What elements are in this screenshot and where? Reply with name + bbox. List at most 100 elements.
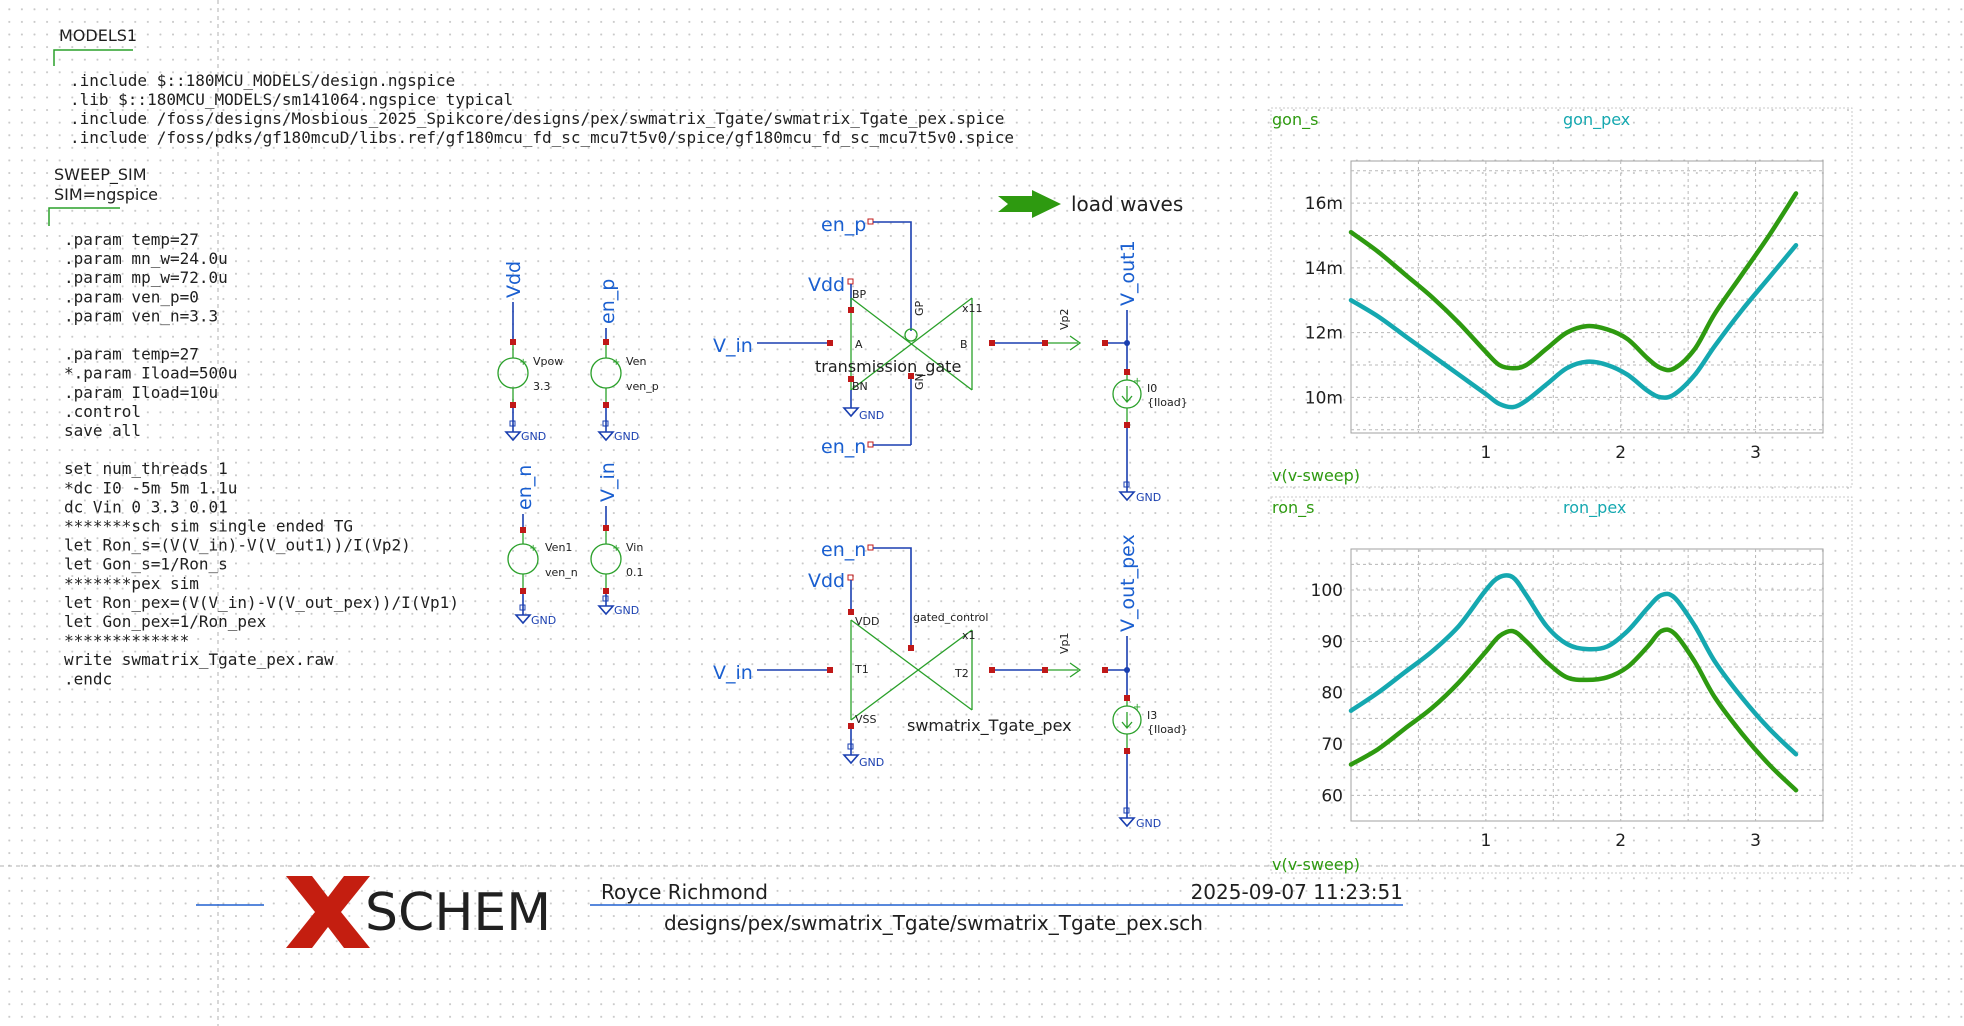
gate-bubble-icon	[904, 328, 918, 342]
x-tick-label: 1	[1480, 443, 1491, 463]
net-label-v-out-pex: V_out_pex	[1117, 534, 1139, 632]
y-tick-label: 14m	[1305, 259, 1343, 279]
tick-labels: 1 2 3 60 70 80 90 100	[1311, 581, 1761, 851]
gnd-label: GND	[531, 614, 556, 627]
ground-icon	[514, 614, 532, 625]
ground-icon	[842, 754, 860, 765]
sim-line: *************	[64, 631, 189, 650]
load-waves-label: load waves	[1071, 192, 1183, 216]
plot-area	[1350, 160, 1824, 434]
x-axis-label: v(v-sweep)	[1272, 855, 1360, 874]
author: Royce Richmond	[601, 880, 768, 904]
sim-line: write swmatrix_Tgate_pex.raw	[64, 650, 334, 669]
vpow-value: 3.3	[533, 380, 551, 393]
legend-series-2: gon_pex	[1563, 110, 1630, 130]
graph-gon[interactable]: gon_s gon_pex v(v-sweep) 1 2 3 10m 12m 14m 16m	[1270, 107, 1853, 488]
sim-line: set num_threads 1	[64, 459, 228, 478]
x-tick-label: 3	[1750, 443, 1761, 463]
pin-bp: BP	[852, 288, 867, 301]
date: 2025-09-07 11:23:51	[1191, 880, 1403, 904]
pin-t2: T2	[954, 667, 969, 680]
ven1-value: ven_n	[545, 566, 578, 579]
series-line-ron_pex	[1348, 573, 1799, 757]
y-tick-label: 100	[1311, 581, 1343, 601]
graph-frame	[1270, 496, 1853, 874]
svg-text:+: +	[519, 357, 527, 368]
sim-line: .param temp=27	[64, 230, 199, 249]
traces	[1348, 191, 1799, 410]
svg-text:+: +	[1133, 702, 1141, 713]
arrow-right-icon	[998, 190, 1061, 218]
schematic-path: designs/pex/swmatrix_Tgate/swmatrix_Tgat…	[664, 911, 1203, 935]
tgate-top-circuit[interactable]: en_p Vdd V_in BP GP A B BN GN x11 transm…	[713, 214, 1188, 504]
vpow-source[interactable]: Vdd + Vpow 3.3 GND	[497, 261, 563, 443]
sim-block-title: SWEEP_SIM	[54, 165, 147, 185]
pin-gp: GP	[913, 300, 926, 316]
y-tick-label: 70	[1321, 735, 1343, 755]
title-block: SCHEM Royce Richmond 2025-09-07 11:23:51…	[196, 876, 1403, 948]
models-block-title: MODELS1	[59, 26, 137, 45]
load-i0-value: {Iload}	[1147, 396, 1188, 409]
ven-name: Ven	[626, 355, 646, 368]
svg-text:+: +	[529, 543, 537, 554]
grid-lines	[1351, 161, 1823, 433]
models-line: .include $::180MCU_MODELS/design.ngspice	[70, 71, 455, 90]
net-label-v-in: V_in	[713, 662, 753, 684]
graph-ron[interactable]: ron_s ron_pex v(v-sweep) 1 2 3 60 70 80 90 100	[1270, 496, 1853, 874]
instance-x11: x11	[962, 302, 983, 315]
net-label-vdd: Vdd	[808, 274, 845, 296]
models-code-block[interactable]: MODELS1 .include $::180MCU_MODELS/design…	[53, 26, 1014, 147]
plot-area	[1350, 548, 1824, 822]
series-line-gon_s	[1348, 191, 1799, 373]
y-tick-label: 90	[1321, 632, 1343, 652]
vin-value: 0.1	[626, 566, 644, 579]
xschem-logo-icon	[286, 876, 370, 948]
load-i0-name: I0	[1147, 382, 1157, 395]
net-label-v-in: V_in	[597, 462, 619, 502]
tgate-top-label: transmission_gate	[815, 357, 961, 377]
legend-series-2: ron_pex	[1563, 498, 1626, 518]
sim-code-block[interactable]: SWEEP_SIM SIM=ngspice .param temp=27.par…	[48, 165, 459, 688]
ven1-name: Ven1	[545, 541, 572, 554]
net-label-vdd: Vdd	[808, 570, 845, 592]
models-line: .lib $::180MCU_MODELS/sm141064.ngspice t…	[70, 90, 513, 109]
sim-line: let Gon_s=1/Ron_s	[64, 555, 228, 574]
grid-lines	[1351, 549, 1823, 821]
vin-source[interactable]: V_in + Vin 0.1 GND	[590, 462, 644, 617]
gnd-label: GND	[614, 430, 639, 443]
sim-line: .param temp=27	[64, 345, 199, 364]
load-waves-button[interactable]: load waves	[998, 190, 1183, 218]
net-label-vdd: Vdd	[503, 261, 525, 298]
pin-t1: T1	[854, 663, 869, 676]
load-i3-value: {Iload}	[1147, 723, 1188, 736]
x-tick-label: 2	[1615, 443, 1626, 463]
sim-line: let Ron_pex=(V(V_in)-V(V_out_pex))/I(Vp1…	[64, 593, 459, 612]
legend-series-1: gon_s	[1272, 110, 1318, 130]
sim-line: .control	[64, 402, 141, 421]
net-label-en-p: en_p	[597, 279, 619, 324]
net-label-v-out1: V_out1	[1117, 240, 1139, 306]
x-axis-label: v(v-sweep)	[1272, 466, 1360, 485]
y-tick-label: 10m	[1305, 388, 1343, 408]
tgate-bottom-circuit[interactable]: en_n Vdd V_in VDD gated_control T1 T2 VS…	[713, 534, 1188, 830]
vpow-name: Vpow	[533, 355, 563, 368]
vin-name: Vin	[626, 541, 643, 554]
y-tick-label: 80	[1321, 684, 1343, 704]
sim-block-subtitle: SIM=ngspice	[54, 185, 158, 204]
svg-text:+: +	[612, 357, 620, 368]
ven-source[interactable]: en_p + Ven ven_p GND	[590, 279, 659, 443]
ven-value: ven_p	[626, 380, 659, 393]
models-line: .include /foss/designs/Mosbious_2025_Spi…	[70, 109, 1004, 128]
series-line-ron_s	[1348, 627, 1799, 793]
y-tick-label: 12m	[1305, 324, 1343, 344]
x-tick-label: 2	[1615, 831, 1626, 851]
load-i3-name: I3	[1147, 709, 1157, 722]
ground-icon	[1118, 817, 1136, 828]
sim-line: .param mn_w=24.0u	[64, 249, 228, 268]
ven1-source[interactable]: en_n + Ven1 ven_n GND	[507, 465, 578, 627]
sim-code-lines: .param temp=27.param mn_w=24.0u.param mp…	[64, 230, 459, 688]
pin-gn: GN	[913, 373, 926, 390]
pin-vdd: VDD	[855, 615, 879, 628]
